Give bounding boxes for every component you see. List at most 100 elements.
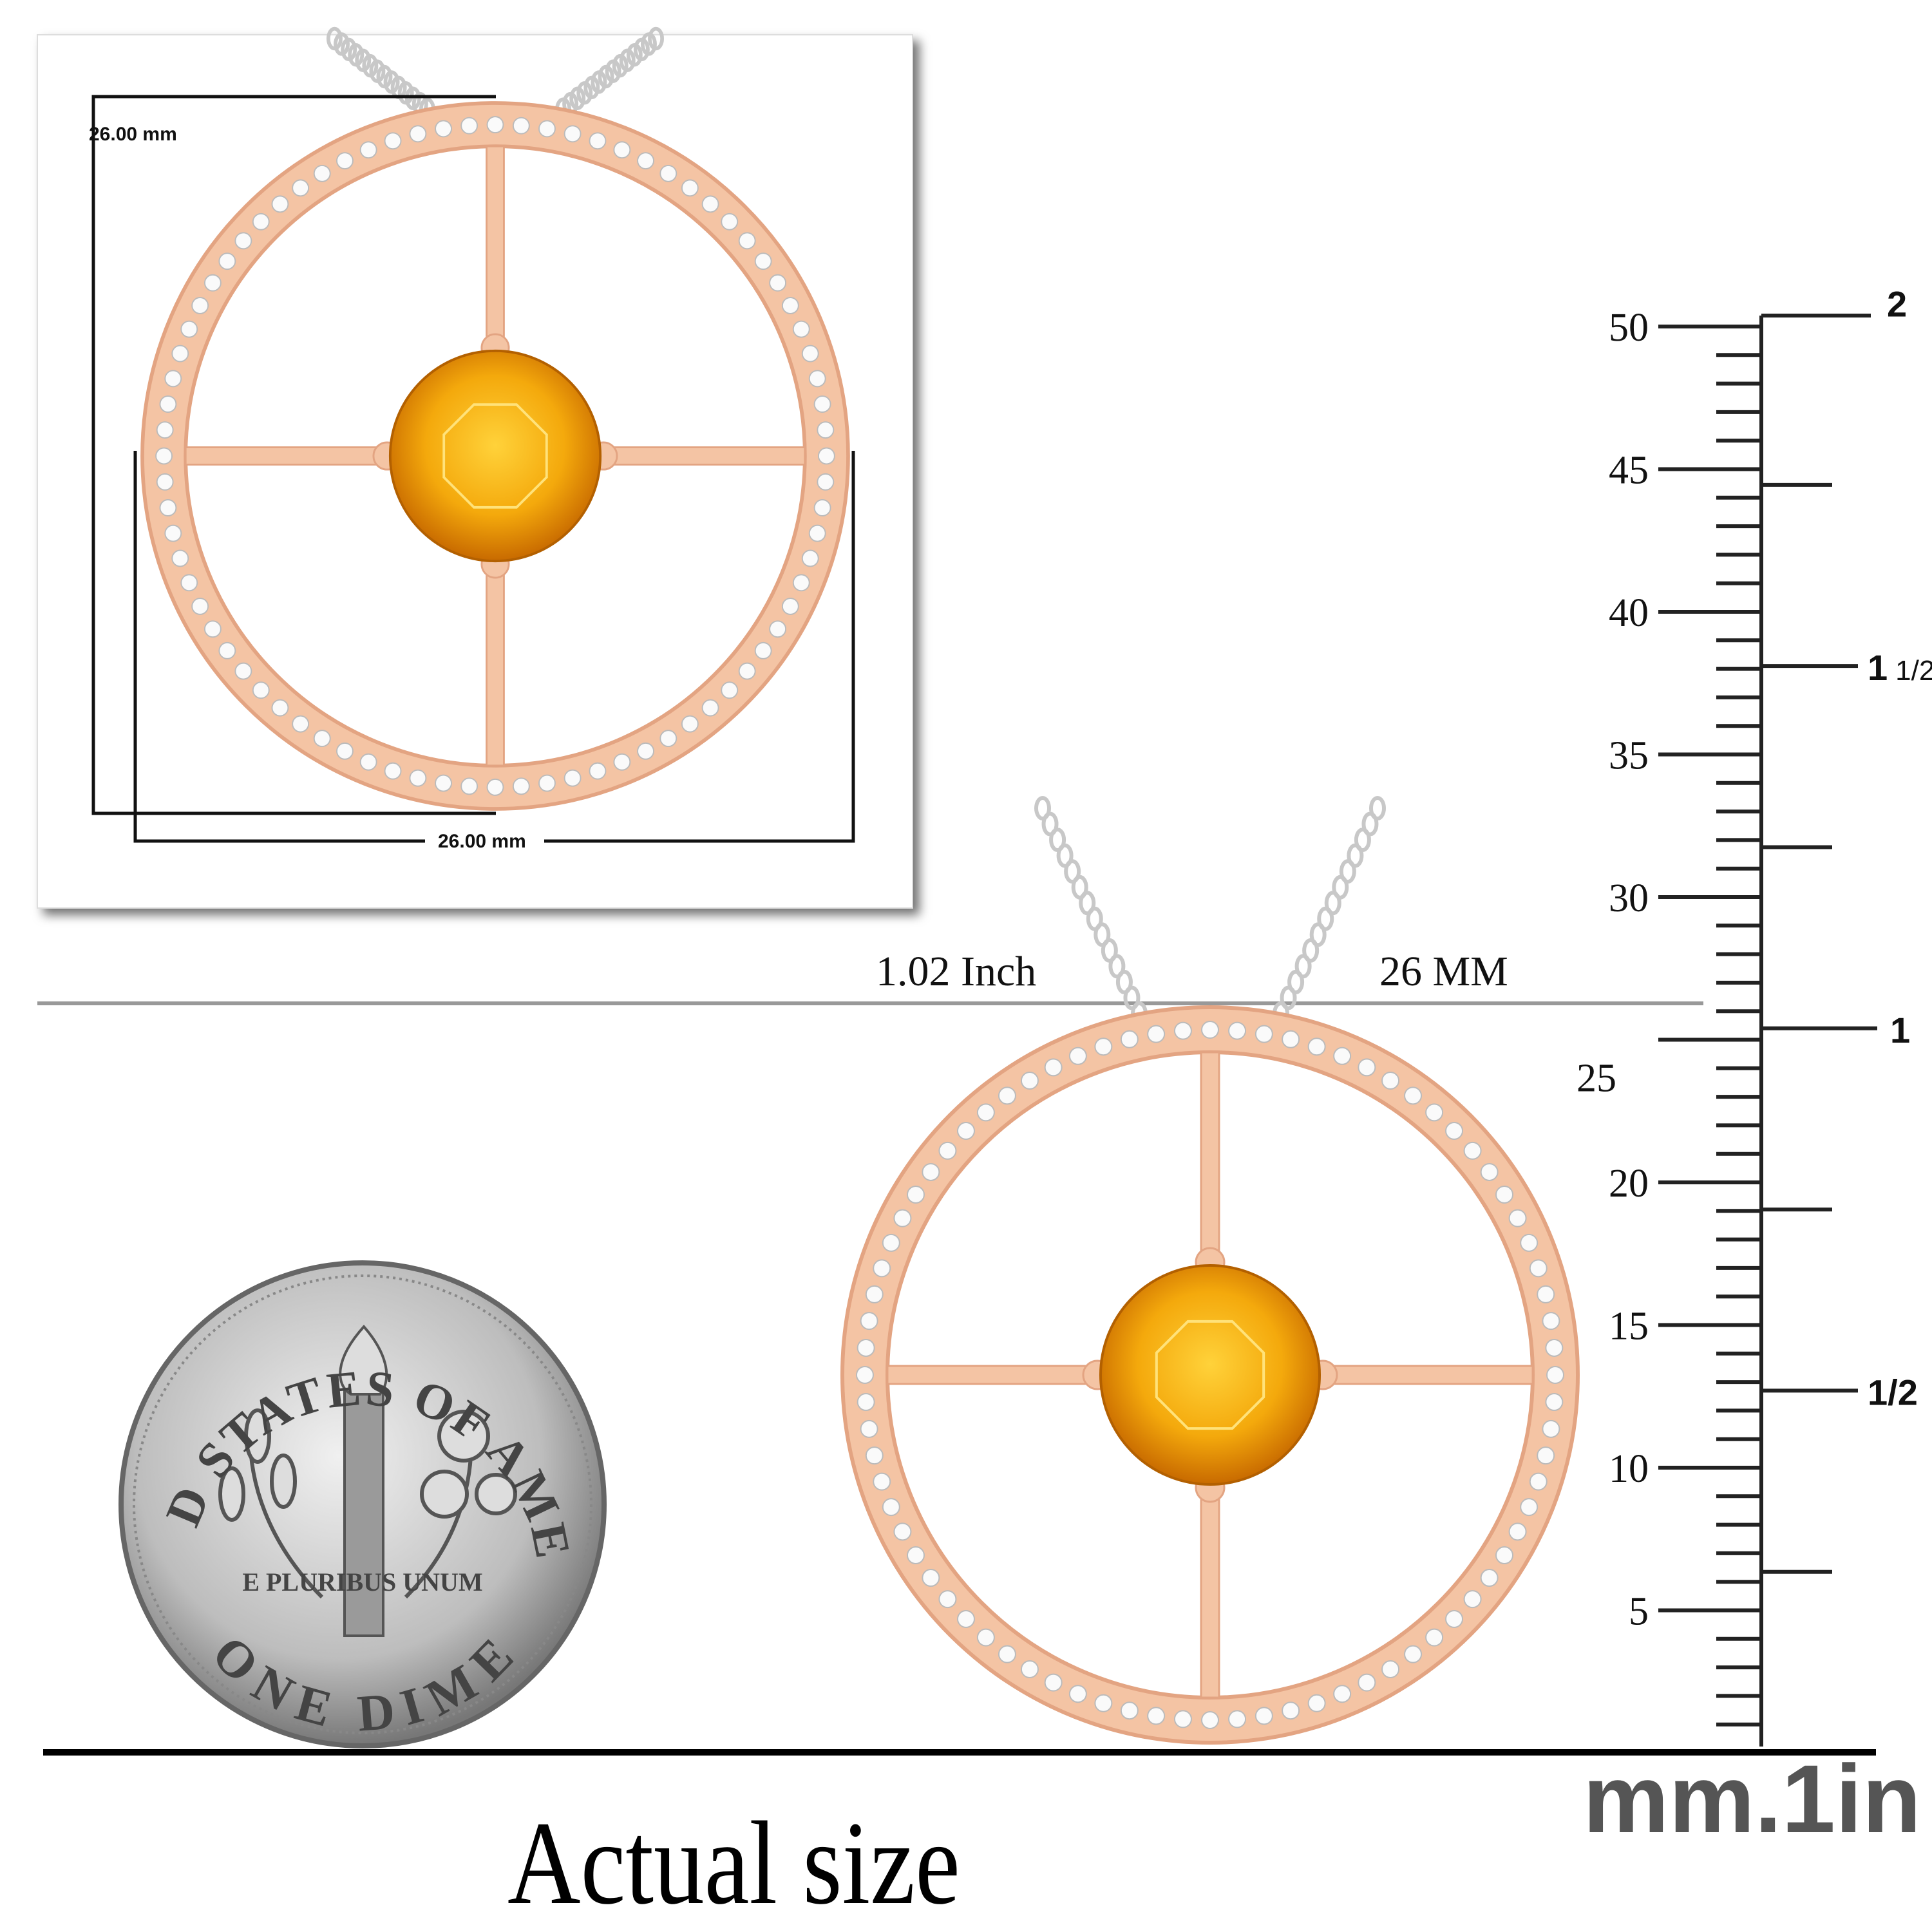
- diamond-stone: [252, 213, 270, 231]
- diamond-stone: [1282, 1030, 1300, 1048]
- diamond-stone: [938, 1590, 957, 1609]
- diamond-stone: [1445, 1610, 1464, 1629]
- diamond-stone: [1044, 1058, 1063, 1077]
- diamond-stone: [857, 1338, 875, 1357]
- diamond-stone: [204, 620, 222, 638]
- diamond-stone: [1520, 1233, 1539, 1252]
- diamond-stone: [1228, 1021, 1247, 1040]
- diamond-stone: [754, 252, 772, 270]
- ruler-inch-label: 1: [1890, 1010, 1910, 1050]
- ruler-mm-label: 30: [1609, 876, 1649, 920]
- diamond-stone: [792, 320, 810, 338]
- diamond-stone: [589, 132, 607, 150]
- diamond-stone: [384, 132, 402, 150]
- diamond-stone: [1255, 1025, 1273, 1043]
- diamond-stone: [1068, 1685, 1087, 1703]
- diamond-stone: [659, 730, 677, 748]
- diamond-stone: [882, 1498, 900, 1517]
- diamond-stone: [956, 1121, 975, 1140]
- chain-link: [326, 26, 343, 51]
- diamond-stone: [1425, 1628, 1444, 1647]
- ruler-inch-label: 1 1/2: [1868, 647, 1932, 688]
- ruler-mm-label: 35: [1609, 734, 1649, 778]
- diamond-stone: [808, 524, 826, 542]
- diamond-stone: [589, 762, 607, 780]
- diamond-stone: [1147, 1025, 1166, 1043]
- diamond-stone: [1542, 1312, 1560, 1331]
- diamond-stone: [171, 345, 189, 363]
- diamond-stone: [1480, 1162, 1499, 1181]
- diamond-stone: [1425, 1103, 1444, 1122]
- diamond-stone: [922, 1569, 940, 1587]
- diamond-stone: [234, 662, 252, 680]
- diamond-stone: [1495, 1546, 1514, 1565]
- diamond-stone: [1282, 1701, 1300, 1720]
- diamond-stone: [1381, 1660, 1400, 1679]
- chain-link: [1369, 796, 1386, 820]
- diamond-stone: [1307, 1037, 1326, 1056]
- diamond-stone: [1463, 1141, 1482, 1160]
- diamond-stone: [769, 620, 787, 638]
- diamond-stone: [1147, 1707, 1166, 1725]
- diamond-stone: [817, 421, 835, 439]
- diamond-stone: [922, 1162, 940, 1181]
- diamond-stone: [956, 1610, 975, 1629]
- diamond-stone: [164, 524, 182, 542]
- diamond-stone: [613, 141, 631, 159]
- ruler-inch-fraction: 1/2: [1895, 655, 1932, 687]
- ruler-mm-label: 5: [1629, 1590, 1649, 1634]
- diamond-stone: [738, 232, 756, 250]
- diamond-stone: [637, 152, 654, 170]
- diamond-stone: [873, 1472, 891, 1491]
- diamond-stone: [156, 421, 174, 439]
- diamond-stone: [512, 777, 530, 795]
- diamond-stone: [336, 742, 354, 760]
- diamond-stone: [180, 320, 198, 338]
- diamond-stone: [180, 574, 198, 592]
- diamond-stone: [1201, 1021, 1219, 1039]
- diamond-stone: [271, 195, 289, 213]
- diamond-stone: [637, 742, 654, 760]
- gem-facet: [442, 403, 548, 509]
- diamond-stone: [1020, 1071, 1039, 1090]
- dime-motto: E PLURIBUS UNUM: [242, 1567, 482, 1596]
- diamond-stone: [801, 549, 819, 567]
- diamond-stone: [1404, 1086, 1423, 1105]
- diamond-stone: [865, 1446, 884, 1465]
- diamond-stone: [857, 1393, 875, 1412]
- diamond-stone: [1228, 1710, 1247, 1728]
- diamond-stone: [721, 213, 739, 231]
- diamond-stone: [292, 715, 310, 733]
- diamond-stone: [409, 769, 427, 787]
- diamond-stone: [792, 574, 810, 592]
- diamond-stone: [171, 549, 189, 567]
- diamond-stone: [701, 699, 719, 717]
- ruler-mm-label: 10: [1609, 1447, 1649, 1491]
- diamond-stone: [938, 1141, 957, 1160]
- diamond-stone: [1381, 1071, 1400, 1090]
- diamond-stone: [1255, 1707, 1273, 1725]
- inset-width-label: 26.00 mm: [438, 831, 526, 852]
- diamond-stone: [1529, 1259, 1548, 1278]
- diamond-stone: [1546, 1366, 1564, 1384]
- diamond-stone: [893, 1522, 912, 1541]
- ruler-inch-label: 1/2: [1868, 1372, 1918, 1412]
- diamond-stone: [234, 232, 252, 250]
- diamond-stone: [191, 297, 209, 314]
- diamond-stone: [1537, 1285, 1555, 1303]
- diamond-stone: [1173, 1710, 1192, 1728]
- actual-size-caption: Actual size: [507, 1797, 960, 1929]
- diamond-stone: [1542, 1419, 1560, 1438]
- ruler-inch-whole: 1: [1890, 1010, 1910, 1050]
- diamond-stone: [1404, 1645, 1423, 1663]
- ruler-inch-whole: 1: [1868, 647, 1888, 688]
- diamond-stone: [1520, 1498, 1539, 1517]
- diamond-stone: [1201, 1711, 1219, 1729]
- diamond-stone: [976, 1103, 995, 1122]
- diamond-stone: [893, 1209, 912, 1227]
- diamond-stone: [1445, 1121, 1464, 1140]
- diamond-stone: [1120, 1030, 1139, 1048]
- ruler-inch-fraction: 1/2: [1868, 1372, 1918, 1412]
- diamond-stone: [976, 1628, 995, 1647]
- diamond-stone: [801, 345, 819, 363]
